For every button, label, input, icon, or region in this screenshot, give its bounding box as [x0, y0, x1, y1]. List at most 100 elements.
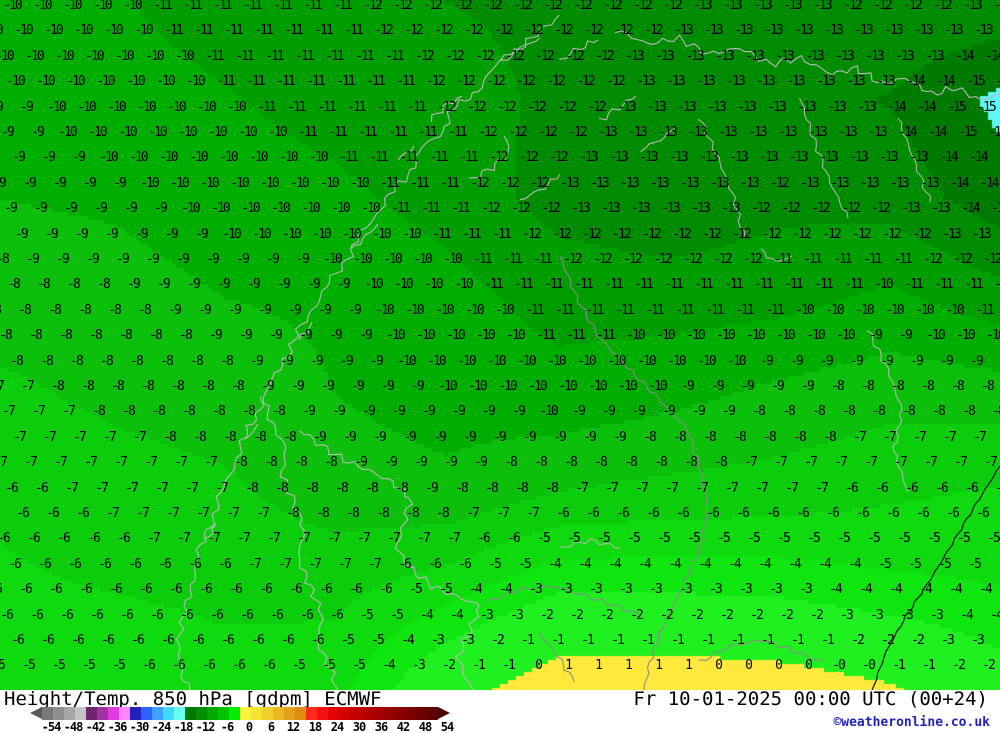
temp-label: -10 [134, 23, 154, 39]
temp-label: -10 [424, 277, 444, 293]
temp-label: -13 [617, 99, 637, 115]
temp-label: -9 [288, 302, 302, 318]
temp-label: -5 [597, 531, 611, 547]
geo-path-border-center [559, 255, 709, 690]
temp-label: -3 [840, 607, 854, 623]
temp-label: -11 [421, 201, 441, 217]
temp-label: -7 [635, 480, 649, 496]
temp-label: -12 [478, 124, 498, 140]
temp-label: -9 [433, 429, 447, 445]
temp-label: -10 [96, 74, 116, 90]
temp-label: -10 [806, 328, 826, 344]
temp-label: -10 [498, 378, 518, 394]
temp-label: -6 [188, 556, 202, 572]
temp-label: -9 [711, 378, 725, 394]
temp-label: -11 [462, 226, 482, 242]
temp-label: -9 [414, 455, 428, 471]
temp-label: -8 [141, 378, 155, 394]
temp-label: -6 [0, 583, 3, 596]
temp-label: -14 [961, 201, 981, 217]
colorbar-tick-labels: -54 -48 -42 -36 -30 -24 -18 -12 -6 0 6 12 18 24 30 36 42… [30, 720, 470, 733]
temp-label: -13 [876, 74, 896, 90]
temp-label: -6 [11, 632, 25, 648]
temp-label: -6 [57, 531, 71, 547]
temp-label: -6 [477, 531, 491, 547]
temp-label: -12 [511, 201, 531, 217]
temp-label: -9 [359, 328, 373, 344]
temp-label: -13 [718, 124, 738, 140]
geo-path-river-1 [697, 118, 746, 239]
temp-label: -6 [76, 505, 90, 521]
temp-label: -12 [751, 201, 771, 217]
temp-label: -10 [208, 124, 228, 140]
temp-label: -7 [84, 455, 98, 471]
copyright-link[interactable]: ©weatheronline.co.uk [833, 715, 990, 730]
temp-label: -4 [698, 556, 712, 572]
temp-label: -9 [250, 353, 264, 369]
temp-label: -12 [593, 251, 613, 267]
temp-label: -6 [27, 531, 41, 547]
temp-label: -4 [788, 556, 802, 572]
temp-label: -11 [514, 277, 534, 293]
temp-label: -14 [950, 175, 970, 191]
temp-label: -13 [688, 124, 708, 140]
temp-label: -11 [863, 251, 883, 267]
temp-label: -13 [797, 99, 817, 115]
temp-label: -7 [248, 556, 262, 572]
temp-label: -13 [805, 48, 825, 64]
temp-label: -6 [458, 556, 472, 572]
temp-label: -6 [158, 556, 172, 572]
temp-label: -5 [938, 556, 952, 572]
temp-label: -11 [377, 99, 397, 115]
temp-label: -5 [717, 531, 731, 547]
temp-label: -8 [515, 480, 529, 496]
temp-label: -11 [675, 302, 695, 318]
temp-label: -10 [926, 328, 946, 344]
temp-label: -13 [849, 150, 869, 166]
temp-label: -7 [103, 429, 117, 445]
temp-label: -10 [252, 226, 272, 242]
temp-label: -3 [769, 582, 783, 598]
temp-label: -10 [241, 201, 261, 217]
temp-label: -10 [230, 175, 250, 191]
temp-label: -10 [468, 378, 488, 394]
temp-label: -8 [160, 353, 174, 369]
temp-label: -11 [814, 277, 834, 293]
temp-label: -12 [524, 23, 544, 39]
temp-label: -13 [789, 150, 809, 166]
temp-label: -11 [484, 277, 504, 293]
colorbar-segment [130, 707, 141, 720]
temp-label: -4 [889, 582, 903, 598]
temp-label: -5 [82, 658, 96, 674]
temp-label: -14 [936, 74, 956, 90]
temp-label: -4 [638, 556, 652, 572]
temp-label: -13 [669, 150, 689, 166]
colorbar-segment [328, 707, 339, 720]
temp-label: -13 [729, 150, 749, 166]
temp-label: -15 [988, 124, 1000, 140]
temp-label: -13 [944, 23, 964, 39]
colorbar-segment [295, 707, 306, 720]
colorbar-tick: 6 [267, 720, 275, 733]
temp-label: -3 [559, 582, 573, 598]
temp-label: -12 [843, 0, 863, 13]
temp-label: -8 [275, 480, 289, 496]
temp-label: -12 [513, 0, 533, 13]
temp-label: -6 [210, 607, 224, 623]
temp-label: -7 [526, 505, 540, 521]
temp-label: -10 [372, 226, 392, 242]
temp-label: -9 [741, 378, 755, 394]
temp-label: -7 [196, 505, 210, 521]
colorbar-segment [273, 707, 284, 720]
temp-label: -11 [773, 251, 793, 267]
temp-label: -7 [973, 429, 987, 445]
temp-label: -10 [795, 302, 815, 318]
geo-path-river-2 [799, 97, 849, 219]
temp-label: -9 [124, 201, 138, 217]
temp-label: -2 [911, 632, 925, 648]
temp-label: -9 [318, 302, 332, 318]
colorbar-segment [218, 707, 229, 720]
temp-label: -7 [308, 556, 322, 572]
temp-label: -10 [88, 124, 108, 140]
temp-label: -6 [131, 632, 145, 648]
